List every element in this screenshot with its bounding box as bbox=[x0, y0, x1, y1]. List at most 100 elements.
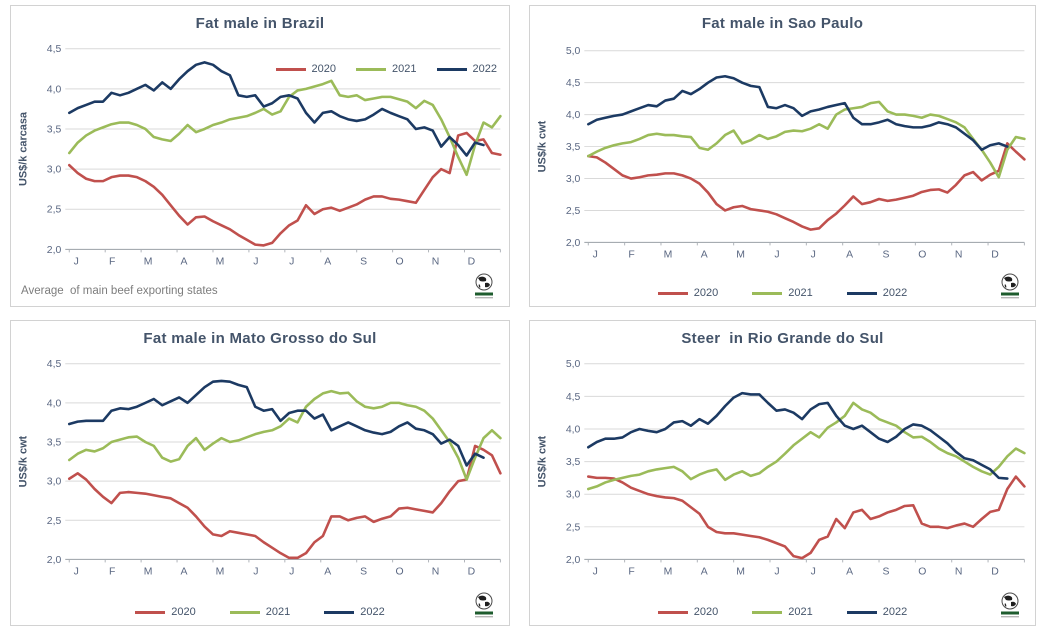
series-line-2021 bbox=[67, 79, 502, 177]
y-axis-title: US$/k cwt bbox=[537, 435, 549, 487]
legend-swatch-2020 bbox=[657, 610, 688, 614]
x-month-label: D bbox=[991, 249, 999, 260]
y-tick-label: 2,0 bbox=[566, 238, 581, 249]
legend-swatch-2021 bbox=[752, 610, 783, 614]
legend-label-2021: 2021 bbox=[392, 63, 417, 75]
y-tick-label: 4,5 bbox=[566, 392, 581, 403]
legend: 2020 2021 2022 bbox=[530, 606, 1035, 618]
y-tick-label: 4,0 bbox=[566, 110, 581, 121]
legend-item-2022: 2022 bbox=[324, 606, 385, 618]
y-tick-label: 3,5 bbox=[47, 437, 62, 448]
x-month-label: J bbox=[289, 566, 294, 577]
y-axis-title: US$/k carcasa bbox=[18, 111, 30, 186]
x-month-label: F bbox=[628, 249, 634, 260]
legend-label-2021: 2021 bbox=[788, 606, 813, 618]
x-month-label: J bbox=[774, 566, 779, 577]
x-month-label: J bbox=[811, 566, 816, 577]
line-chart-brazil: 2,0 2,5 3,0 3,5 4,0 4,5 J F M A M J J A S O N D US$/k carc… bbox=[18, 44, 502, 267]
x-month-label: M bbox=[664, 249, 673, 260]
chart-title: Fat male in Sao Paulo bbox=[701, 15, 864, 32]
x-month-label: A bbox=[324, 566, 331, 577]
globe-logo-icon bbox=[475, 273, 493, 299]
x-month-label: N bbox=[955, 566, 963, 577]
x-month-label: D bbox=[468, 566, 476, 577]
legend-label-2022: 2022 bbox=[882, 287, 908, 299]
globe-logo-icon bbox=[1001, 273, 1019, 299]
x-month-label: O bbox=[396, 256, 404, 267]
y-tick-label: 3,5 bbox=[566, 457, 581, 468]
x-month-label: J bbox=[811, 249, 816, 260]
x-month-label: S bbox=[360, 566, 367, 577]
line-chart-rio-grande-do-sul: 2,0 2,5 3,0 3,5 4,0 4,5 5,0 J F M A M J J A S O N D US$/k c… bbox=[537, 359, 1026, 577]
chart-title: Fat male in Mato Grosso do Sul bbox=[143, 330, 377, 347]
y-tick-label: 4,0 bbox=[47, 398, 62, 409]
legend-swatch-2022 bbox=[846, 610, 877, 614]
x-month-label: A bbox=[701, 249, 708, 260]
y-tick-label: 4,5 bbox=[47, 44, 62, 55]
x-month-label: J bbox=[593, 249, 598, 260]
y-tick-label: 4,0 bbox=[47, 84, 62, 95]
series-line-2020 bbox=[587, 142, 1026, 231]
y-tick-label: 3,0 bbox=[566, 490, 581, 501]
y-tick-label: 4,5 bbox=[566, 78, 581, 89]
globe-logo-icon bbox=[1001, 592, 1019, 618]
legend-label-2020: 2020 bbox=[693, 287, 719, 299]
y-axis-title: US$/k cwt bbox=[18, 435, 30, 487]
y-tick-label: 4,0 bbox=[566, 424, 581, 435]
legend-label-2021: 2021 bbox=[265, 606, 291, 618]
series-line-2021 bbox=[67, 389, 502, 481]
legend-item-2022: 2022 bbox=[846, 606, 908, 618]
x-month-label: A bbox=[324, 256, 331, 267]
legend-item-2021: 2021 bbox=[229, 606, 291, 618]
legend-item-2022: 2022 bbox=[436, 63, 497, 75]
line-chart-mato-grosso-do-sul: 2,0 2,5 3,0 3,5 4,0 4,5 J F M A M J J A S O N D US$/k cwt bbox=[18, 359, 502, 577]
y-tick-label: 2,5 bbox=[566, 522, 581, 533]
x-month-label: M bbox=[216, 256, 225, 267]
legend: 2020 2021 2022 bbox=[275, 63, 497, 75]
legend-label-2020: 2020 bbox=[311, 63, 337, 75]
x-month-label: A bbox=[846, 566, 853, 577]
x-month-label: J bbox=[74, 256, 79, 267]
legend-item-2022: 2022 bbox=[846, 287, 908, 299]
series-line-2022 bbox=[67, 61, 485, 157]
x-month-label: J bbox=[74, 566, 79, 577]
y-tick-label: 2,0 bbox=[566, 555, 581, 566]
legend-label-2022: 2022 bbox=[882, 606, 908, 618]
chart-panel-fat-male-mato-grosso-do-sul: Fat male in Mato Grosso do Sul 2,0 2,5 3,0… bbox=[10, 320, 510, 626]
legend-item-2021: 2021 bbox=[356, 63, 417, 75]
y-tick-label: 4,5 bbox=[47, 359, 62, 370]
series-line-2020 bbox=[67, 444, 502, 560]
y-tick-label: 3,5 bbox=[566, 142, 581, 153]
y-tick-label: 3,5 bbox=[47, 124, 62, 135]
legend-item-2020: 2020 bbox=[657, 287, 719, 299]
x-month-label: S bbox=[883, 566, 890, 577]
x-month-label: F bbox=[109, 256, 115, 267]
series-line-2021 bbox=[586, 401, 1026, 491]
x-month-label: M bbox=[216, 566, 225, 577]
x-month-label: J bbox=[253, 256, 258, 267]
y-axis-title: US$/k cwt bbox=[537, 120, 549, 172]
x-month-label: A bbox=[846, 249, 853, 260]
y-tick-label: 2,5 bbox=[47, 205, 62, 216]
chart-panel-steer-rio-grande-do-sul: Steer in Rio Grande do Sul 2,0 2,5 3,0 3,5 4… bbox=[529, 320, 1036, 626]
x-month-label: M bbox=[144, 256, 153, 267]
legend-label-2022: 2022 bbox=[360, 606, 385, 618]
legend-label-2020: 2020 bbox=[171, 606, 196, 618]
series-line-2021 bbox=[587, 100, 1026, 179]
legend-label-2020: 2020 bbox=[693, 606, 719, 618]
x-month-label: F bbox=[109, 566, 115, 577]
x-month-label: A bbox=[181, 256, 188, 267]
line-chart-sao-paulo: 2,0 2,5 3,0 3,5 4,0 4,5 5,0 J F M A M J J A S O N D US$/k c… bbox=[537, 46, 1026, 260]
x-month-label: N bbox=[955, 249, 963, 260]
x-month-label: O bbox=[396, 566, 404, 577]
x-month-label: J bbox=[289, 256, 294, 267]
legend-item-2021: 2021 bbox=[752, 287, 813, 299]
x-month-label: M bbox=[736, 566, 745, 577]
x-month-label: J bbox=[253, 566, 258, 577]
chart-footnote: Average of main beef exporting states bbox=[21, 285, 218, 297]
globe-logo-icon bbox=[475, 592, 493, 618]
series-line-2020 bbox=[67, 131, 502, 247]
x-month-label: O bbox=[918, 566, 926, 577]
x-month-label: M bbox=[664, 566, 673, 577]
x-month-label: N bbox=[432, 566, 440, 577]
